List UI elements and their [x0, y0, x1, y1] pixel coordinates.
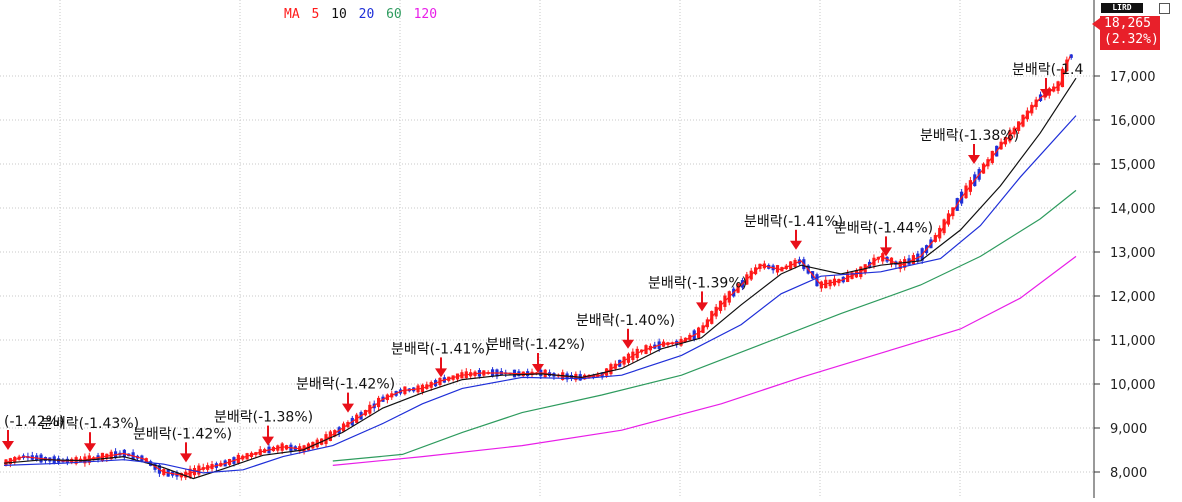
marker-arrow-head [1040, 89, 1052, 98]
marker-arrow-head [180, 453, 192, 463]
ma-period-60: 60 [386, 7, 402, 22]
current-price-tag: 18,265 (2.32%) [1092, 16, 1160, 50]
y-tick-label: 16,000 [1110, 114, 1156, 129]
annotation-label: 분배락(-1.41%) [744, 214, 843, 230]
marker-arrow-head [84, 443, 96, 453]
y-tick-label: 12,000 [1110, 290, 1156, 305]
ma-line-ma20 [3, 115, 1077, 474]
indicator-label: LIRD [1101, 3, 1143, 13]
marker-arrow-head [2, 441, 14, 450]
marker-arrow-head [435, 368, 447, 378]
annotation-label: 분배락(-1.42%) [133, 426, 232, 442]
ma-period-10: 10 [331, 7, 347, 22]
annotation-label: 분배락(-1.38%) [920, 128, 1019, 144]
y-tick-label: 10,000 [1110, 378, 1156, 393]
plot-background [0, 0, 1093, 498]
ma-period-20: 20 [358, 7, 375, 22]
current-price: 18,265 [1104, 16, 1151, 31]
annotation-label: 분배락(-1.38%) [214, 410, 313, 426]
y-tick-label: 8,000 [1110, 466, 1147, 481]
marker-arrow-head [880, 247, 892, 257]
ma-line-ma10 [3, 77, 1077, 480]
y-tick-label: 13,000 [1110, 246, 1156, 261]
window-button[interactable] [1159, 3, 1170, 14]
ma-period-5: 5 [311, 7, 320, 22]
annotation-label: 분배락(-1.42%) [296, 377, 395, 393]
annotation-label: 분배락(-1.43%) [40, 416, 139, 432]
annotation-label: 분배락(-1.40%) [576, 313, 675, 329]
y-tick-label: 9,000 [1110, 422, 1147, 437]
marker-arrow-head [968, 155, 980, 164]
y-tick-label: 14,000 [1110, 202, 1156, 217]
marker-arrow-head [262, 436, 274, 446]
ma-legend: MA 5 10 20 60 120 [284, 7, 441, 22]
ma-line-ma120 [332, 255, 1077, 466]
price-change: (2.32%) [1104, 32, 1159, 47]
y-tick-label: 17,000 [1110, 70, 1156, 85]
marker-arrow-head [696, 302, 708, 312]
marker-arrow-head [622, 339, 634, 349]
annotation-label: 분배락(-1.39%) [648, 275, 747, 291]
y-tick-label: 11,000 [1110, 334, 1156, 349]
marker-arrow-head [342, 403, 354, 413]
annotation-label: 분배락(-1.4 [1012, 62, 1084, 78]
annotation-label: 분배락(-1.44%) [834, 220, 933, 236]
y-tick-label: 15,000 [1110, 158, 1156, 173]
marker-arrow-head [790, 240, 802, 250]
ma-period-120: 120 [413, 7, 438, 22]
marker-arrow-head [532, 364, 544, 373]
annotation-label: 분배락(-1.41%) [391, 341, 490, 357]
annotation-label: 분배락(-1.42%) [486, 337, 585, 353]
annotation-label: (-1.42%) [4, 414, 64, 430]
ma-line-ma60 [332, 189, 1077, 462]
ma-label: MA [284, 7, 300, 22]
candle-body [1069, 54, 1073, 58]
